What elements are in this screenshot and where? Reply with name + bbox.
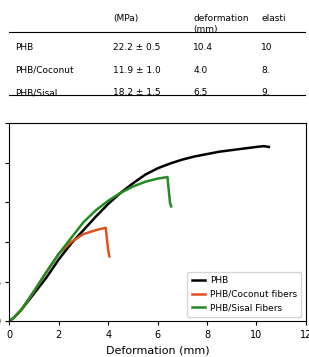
- PHB/Sisal Fibers: [20, 307, 23, 312]
- Text: elasti: elasti: [261, 14, 286, 23]
- Line: PHB/Coconut fibers: PHB/Coconut fibers: [9, 228, 109, 321]
- PHB: [69, 241, 73, 246]
- PHB: [193, 154, 197, 159]
- PHB: [143, 172, 147, 177]
- PHB/Sisal Fibers: [69, 236, 73, 240]
- PHB: [156, 166, 159, 171]
- PHB/Coconut fibers: [44, 270, 48, 274]
- Legend: PHB, PHB/Coconut fibers, PHB/Sisal Fibers: PHB, PHB/Coconut fibers, PHB/Sisal Fiber…: [187, 272, 301, 317]
- Text: 9.: 9.: [261, 88, 270, 97]
- PHB: [82, 228, 85, 232]
- Text: PHB/Coconut: PHB/Coconut: [15, 66, 74, 75]
- PHB/Coconut fibers: [104, 226, 108, 230]
- Line: PHB/Sisal Fibers: PHB/Sisal Fibers: [9, 177, 171, 321]
- PHB/Sisal Fibers: [12, 315, 16, 320]
- PHB: [168, 161, 172, 166]
- Text: 4.0: 4.0: [193, 66, 207, 75]
- PHB/Coconut fibers: [106, 248, 110, 252]
- PHB: [255, 145, 258, 149]
- PHB/Coconut fibers: [82, 232, 85, 236]
- PHB/Sisal Fibers: [82, 220, 85, 224]
- Text: (MPa): (MPa): [113, 14, 138, 23]
- PHB/Sisal Fibers: [156, 176, 159, 181]
- PHB/Coconut fibers: [94, 228, 98, 232]
- PHB: [262, 144, 266, 148]
- Text: PHB/Sisal: PHB/Sisal: [15, 88, 57, 97]
- PHB/Sisal Fibers: [106, 199, 110, 203]
- PHB/Coconut fibers: [32, 289, 36, 293]
- PHB/Sisal Fibers: [32, 289, 36, 293]
- PHB/Sisal Fibers: [166, 175, 169, 179]
- PHB/Sisal Fibers: [131, 185, 135, 189]
- X-axis label: Deformation (mm): Deformation (mm): [106, 346, 210, 356]
- PHB: [205, 152, 209, 156]
- PHB: [44, 276, 48, 280]
- PHB/Sisal Fibers: [168, 200, 172, 205]
- PHB/Coconut fibers: [57, 252, 61, 256]
- PHB/Coconut fibers: [20, 307, 23, 312]
- PHB: [57, 257, 61, 262]
- PHB/Coconut fibers: [12, 315, 16, 320]
- PHB/Coconut fibers: [108, 254, 111, 258]
- PHB/Coconut fibers: [104, 226, 108, 230]
- PHB: [12, 315, 16, 320]
- Text: 10: 10: [261, 43, 273, 52]
- PHB/Sisal Fibers: [44, 270, 48, 274]
- Text: PHB: PHB: [15, 43, 33, 52]
- Text: deformation
(mm): deformation (mm): [193, 14, 249, 34]
- Text: 22.2 ± 0.5: 22.2 ± 0.5: [113, 43, 160, 52]
- PHB/Sisal Fibers: [119, 191, 122, 195]
- PHB: [131, 181, 135, 186]
- PHB/Sisal Fibers: [143, 180, 147, 184]
- PHB/Sisal Fibers: [7, 319, 11, 323]
- PHB: [94, 215, 98, 219]
- PHB/Sisal Fibers: [57, 252, 61, 256]
- Text: 8.: 8.: [261, 66, 270, 75]
- PHB/Sisal Fibers: [94, 208, 98, 212]
- PHB/Sisal Fibers: [166, 175, 169, 179]
- Text: 11.9 ± 1.0: 11.9 ± 1.0: [113, 66, 161, 75]
- PHB: [180, 157, 184, 162]
- PHB: [230, 148, 234, 152]
- PHB: [119, 191, 122, 195]
- Line: PHB: PHB: [9, 146, 269, 321]
- PHB: [20, 307, 23, 312]
- PHB: [7, 319, 11, 323]
- PHB/Sisal Fibers: [169, 204, 173, 208]
- PHB: [242, 146, 246, 151]
- PHB: [106, 202, 110, 206]
- PHB/Coconut fibers: [7, 319, 11, 323]
- PHB: [32, 291, 36, 296]
- Text: 18.2 ± 1.5: 18.2 ± 1.5: [113, 88, 161, 97]
- PHB: [267, 145, 271, 149]
- Text: 6.5: 6.5: [193, 88, 208, 97]
- PHB/Coconut fibers: [69, 240, 73, 244]
- Text: 10.4: 10.4: [193, 43, 213, 52]
- PHB: [218, 150, 221, 154]
